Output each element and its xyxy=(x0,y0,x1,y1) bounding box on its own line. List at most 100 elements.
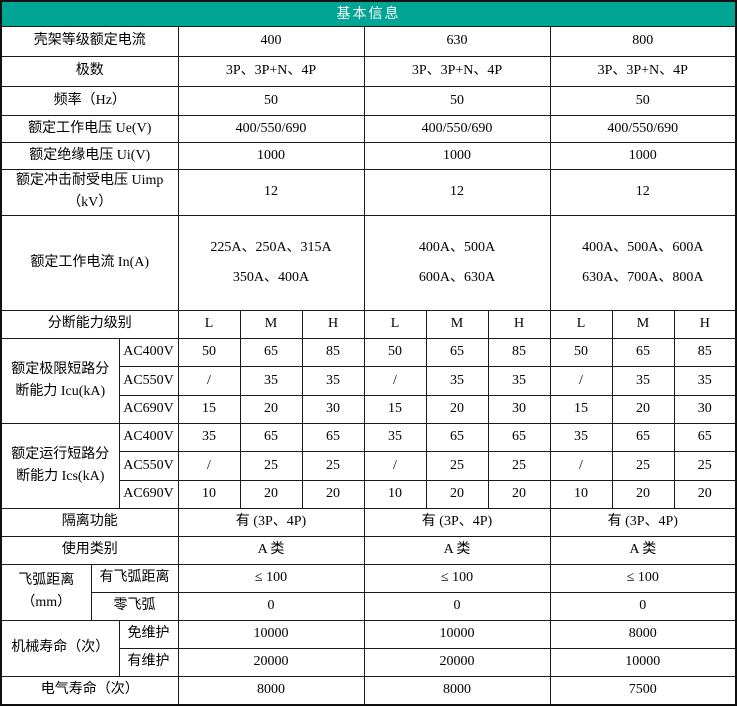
row-label-breaking-level: 分断能力级别 xyxy=(0,309,179,339)
value-cell: 35 xyxy=(363,422,427,452)
value-cell: 20 xyxy=(673,479,737,509)
value-cell: 65 xyxy=(239,422,303,452)
sub-label: 零飞弧 xyxy=(90,591,179,621)
value-cell: 65 xyxy=(487,422,551,452)
value-cell: 85 xyxy=(301,337,365,367)
sub-label: AC550V xyxy=(118,365,179,396)
value-cell: 400/550/690 xyxy=(177,114,365,143)
row-label-ue: 额定工作电压 Ue(V) xyxy=(0,114,179,143)
value-cell: 0 xyxy=(177,591,365,621)
row-ics-ac400v: 额定运行短路分 断能力 Ics(kA) AC400V 35 65 65 35 6… xyxy=(0,422,737,509)
row-label-electrical-life: 电气寿命（次） xyxy=(0,675,179,706)
value-cell: M xyxy=(611,309,675,339)
value-cell: M xyxy=(425,309,489,339)
value-cell: ≤ 100 xyxy=(177,563,365,593)
value-cell: 20 xyxy=(611,394,675,424)
value-cell: A 类 xyxy=(177,535,365,565)
row-insulation-voltage-ui: 额定绝缘电压 Ui(V) 1000 1000 1000 xyxy=(0,141,737,170)
row-ics-ac550v: AC550V / 25 25 / 25 25 / 25 25 xyxy=(1,450,737,481)
value-cell: 20 xyxy=(239,394,303,424)
value-cell: 20 xyxy=(301,479,365,509)
value-cell: 225A、250A、315A 350A、400A xyxy=(177,214,365,311)
row-isolation: 隔离功能 有 (3P、4P) 有 (3P、4P) 有 (3P、4P) xyxy=(0,507,737,537)
value-cell: 50 xyxy=(363,337,427,367)
value-cell: 3P、3P+N、4P xyxy=(363,55,551,87)
value-cell: 12 xyxy=(549,168,737,216)
value-cell: 20 xyxy=(487,479,551,509)
value-cell: H xyxy=(301,309,365,339)
value-cell: 12 xyxy=(363,168,551,216)
row-mech-life-maintenance-free: 机械寿命（次） 免维护 10000 10000 8000 xyxy=(0,619,737,677)
value-cell: 85 xyxy=(487,337,551,367)
row-icu-ac550v: AC550V / 35 35 / 35 35 / 35 35 xyxy=(1,365,737,396)
value-cell: 400 xyxy=(177,25,365,57)
value-cell: 65 xyxy=(673,422,737,452)
value-cell: L xyxy=(177,309,241,339)
value-cell: 20 xyxy=(425,479,489,509)
value-cell: 10000 xyxy=(177,619,365,649)
row-icu-ac690v: AC690V 15 20 30 15 20 30 15 20 30 xyxy=(1,394,737,424)
row-label-arc: 飞弧距离 （mm） xyxy=(0,563,92,621)
value-cell: 65 xyxy=(425,422,489,452)
value-cell: 400/550/690 xyxy=(363,114,551,143)
value-cell: 30 xyxy=(487,394,551,424)
value-cell: 50 xyxy=(549,337,613,367)
value-cell: H xyxy=(673,309,737,339)
value-cell: 1000 xyxy=(177,141,365,170)
value-cell: 0 xyxy=(363,591,551,621)
value-cell: 50 xyxy=(363,85,551,116)
value-cell: 25 xyxy=(425,450,489,481)
value-cell: / xyxy=(363,365,427,396)
row-label-uimp: 额定冲击耐受电压 Uimp （kV） xyxy=(0,168,179,216)
row-breaking-level: 分断能力级别 L M H L M H L M H xyxy=(0,309,737,339)
value-cell: A 类 xyxy=(549,535,737,565)
value-cell: 10 xyxy=(363,479,427,509)
sub-label: AC400V xyxy=(118,422,179,452)
value-cell: 35 xyxy=(673,365,737,396)
row-label-category: 使用类别 xyxy=(0,535,179,565)
row-rated-voltage-ue: 额定工作电压 Ue(V) 400/550/690 400/550/690 400… xyxy=(0,114,737,143)
value-cell: 15 xyxy=(549,394,613,424)
row-category: 使用类别 A 类 A 类 A 类 xyxy=(0,535,737,565)
sub-label: AC690V xyxy=(118,394,179,424)
value-cell: 10 xyxy=(549,479,613,509)
row-impulse-voltage-uimp: 额定冲击耐受电压 Uimp （kV） 12 12 12 xyxy=(0,168,737,216)
value-cell: 65 xyxy=(239,337,303,367)
sub-label: 有飞弧距离 xyxy=(90,563,179,593)
value-cell: 25 xyxy=(673,450,737,481)
value-cell: 35 xyxy=(487,365,551,396)
row-poles: 极数 3P、3P+N、4P 3P、3P+N、4P 3P、3P+N、4P xyxy=(0,55,737,87)
sub-label: 有维护 xyxy=(118,647,179,677)
value-cell: 7500 xyxy=(549,675,737,706)
value-cell: 25 xyxy=(487,450,551,481)
value-cell: ≤ 100 xyxy=(549,563,737,593)
value-cell: / xyxy=(549,450,613,481)
row-icu-ac400v: 额定极限短路分 断能力 Icu(kA) AC400V 50 65 85 50 6… xyxy=(0,337,737,424)
row-zero-arc: 零飞弧 0 0 0 xyxy=(1,591,737,621)
value-cell: 0 xyxy=(549,591,737,621)
value-cell: 65 xyxy=(611,422,675,452)
row-label-in: 额定工作电流 In(A) xyxy=(0,214,179,311)
row-rated-current-in: 额定工作电流 In(A) 225A、250A、315A 350A、400A 40… xyxy=(0,214,737,311)
sub-label: AC400V xyxy=(118,337,179,367)
value-cell: 有 (3P、4P) xyxy=(363,507,551,537)
value-cell: / xyxy=(549,365,613,396)
value-cell: 65 xyxy=(301,422,365,452)
row-label-frequency: 频率（Hz） xyxy=(0,85,179,116)
value-cell: 35 xyxy=(425,365,489,396)
value-cell: 50 xyxy=(177,337,241,367)
value-cell: 35 xyxy=(549,422,613,452)
row-electrical-life: 电气寿命（次） 8000 8000 7500 xyxy=(0,675,737,706)
value-cell: 12 xyxy=(177,168,365,216)
value-cell: 35 xyxy=(301,365,365,396)
value-cell: 20000 xyxy=(363,647,551,677)
value-cell: 有 (3P、4P) xyxy=(549,507,737,537)
value-cell: L xyxy=(549,309,613,339)
value-cell: 3P、3P+N、4P xyxy=(549,55,737,87)
value-cell: 8000 xyxy=(177,675,365,706)
value-cell: ≤ 100 xyxy=(363,563,551,593)
value-cell: 25 xyxy=(239,450,303,481)
value-cell: 30 xyxy=(673,394,737,424)
value-cell: 630 xyxy=(363,25,551,57)
